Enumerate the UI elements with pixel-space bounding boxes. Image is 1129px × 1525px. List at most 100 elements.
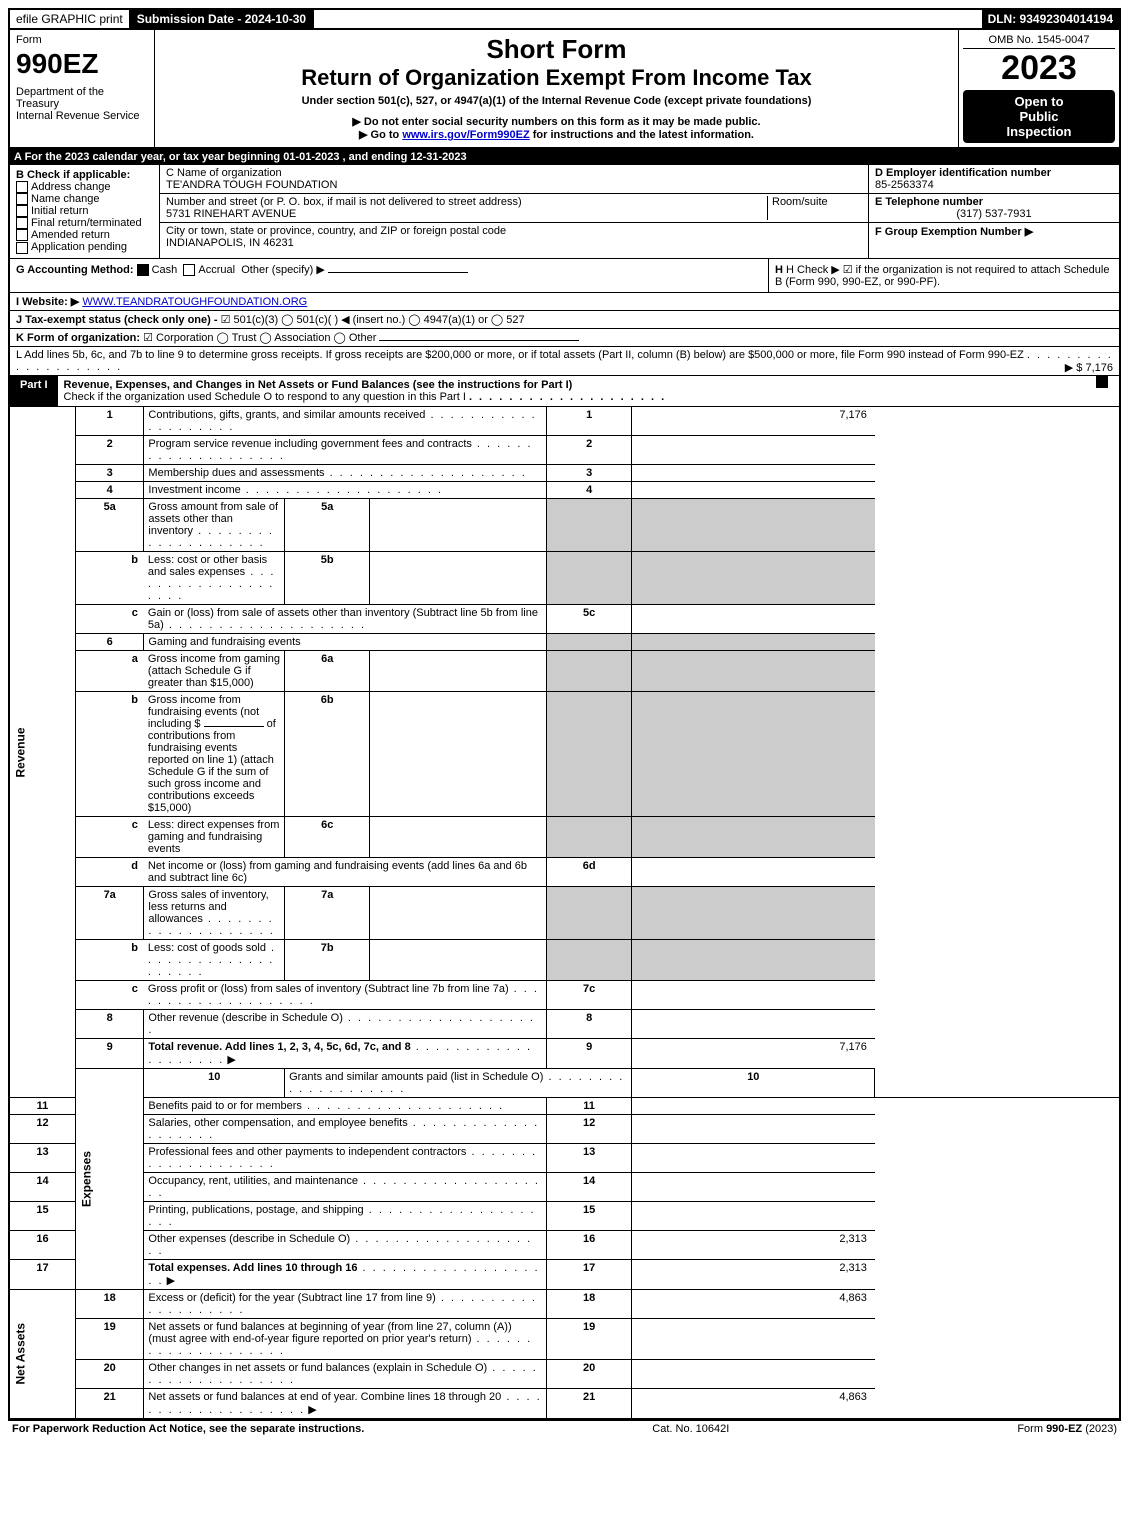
section-b: B Check if applicable: Address change Na…	[10, 165, 160, 258]
line-9-no: 9	[75, 1038, 143, 1068]
line-16-text: Other expenses (describe in Schedule O)	[148, 1233, 350, 1245]
section-k: K Form of organization: ☑ Corporation ◯ …	[8, 329, 1121, 347]
org-address: 5731 RINEHART AVENUE	[166, 208, 296, 220]
line-5b-val-shaded	[632, 551, 875, 604]
line-5b-inref: 5b	[285, 551, 370, 604]
line-9-val: 7,176	[632, 1038, 875, 1068]
line-10-no: 10	[144, 1068, 285, 1097]
open-public-inspection: Open to Public Inspection	[963, 90, 1115, 143]
line-6a-no: a	[75, 650, 143, 691]
goto-line: ▶ Go to www.irs.gov/Form990EZ for instru…	[159, 128, 954, 141]
form-title: Short Form	[159, 34, 954, 65]
line-7a-ref-shaded	[546, 886, 631, 939]
city-label: City or town, state or province, country…	[166, 225, 506, 237]
part-i-subtitle: Check if the organization used Schedule …	[64, 391, 466, 403]
inspect-l3: Inspection	[965, 124, 1113, 139]
line-5c-ref: 5c	[546, 604, 631, 633]
part-i-table: Revenue 1 Contributions, gifts, grants, …	[8, 407, 1121, 1420]
line-6c-no: c	[75, 816, 143, 857]
line-6c-inref: 6c	[285, 816, 370, 857]
org-other-input[interactable]	[379, 340, 579, 341]
line-6-no: 6	[75, 633, 143, 650]
line-6c-inval	[370, 816, 547, 857]
cb-name-change[interactable]: Name change	[16, 193, 153, 205]
website-label: I Website: ▶	[16, 296, 79, 308]
form-header: Form 990EZ Department of the Treasury In…	[8, 30, 1121, 147]
phone-label: E Telephone number	[875, 196, 983, 208]
line-13-no: 13	[9, 1143, 75, 1172]
line-a-tax-year: A For the 2023 calendar year, or tax yea…	[8, 147, 1121, 165]
line-7b-val-shaded	[632, 939, 875, 980]
line-6-val-shaded	[632, 633, 875, 650]
form-subtitle: Return of Organization Exempt From Incom…	[159, 65, 954, 91]
line-7b-ref-shaded	[546, 939, 631, 980]
irs-link[interactable]: www.irs.gov/Form990EZ	[402, 129, 529, 141]
line-8-no: 8	[75, 1009, 143, 1038]
goto-prefix: ▶ Go to	[359, 129, 402, 141]
line-13-ref: 13	[546, 1143, 631, 1172]
line-14-text: Occupancy, rent, utilities, and maintena…	[148, 1175, 358, 1187]
section-h: H H Check ▶ ☑ if the organization is not…	[769, 259, 1119, 292]
line-4-val	[632, 481, 875, 498]
org-name-label: C Name of organization	[166, 167, 282, 179]
other-specify-input[interactable]	[328, 272, 468, 273]
line-7c-no: c	[75, 980, 143, 1009]
line-3-text: Membership dues and assessments	[148, 467, 324, 479]
line-18-val: 4,863	[632, 1289, 875, 1318]
line-7a-no: 7a	[75, 886, 143, 939]
section-l: L Add lines 5b, 6c, and 7b to line 9 to …	[8, 347, 1121, 376]
schedule-b-note: H Check ▶ ☑ if the organization is not r…	[775, 264, 1109, 288]
line-4-no: 4	[75, 481, 143, 498]
section-b-label: B Check if applicable:	[16, 169, 130, 181]
header-right: OMB No. 1545-0047 2023 Open to Public In…	[959, 30, 1119, 147]
cb-final-return[interactable]: Final return/terminated	[16, 217, 153, 229]
cb-application-pending[interactable]: Application pending	[16, 241, 153, 253]
line-7c-ref: 7c	[546, 980, 631, 1009]
line-8-val	[632, 1009, 875, 1038]
line-3-val	[632, 464, 875, 481]
section-j: J Tax-exempt status (check only one) - ☑…	[8, 311, 1121, 329]
website-link[interactable]: WWW.TEANDRATOUGHFOUNDATION.ORG	[82, 296, 307, 308]
cb-address-change[interactable]: Address change	[16, 181, 153, 193]
efile-print-link[interactable]: efile GRAPHIC print	[10, 10, 131, 28]
line-7a-val-shaded	[632, 886, 875, 939]
form-of-org-label: K Form of organization:	[16, 332, 140, 344]
line-2-ref: 2	[546, 435, 631, 464]
line-21-val: 4,863	[632, 1388, 875, 1419]
line-7b-text: Less: cost of goods sold	[148, 942, 266, 954]
line-21-ref: 21	[546, 1388, 631, 1419]
line-10-val	[875, 1068, 1120, 1097]
cb-cash[interactable]	[137, 264, 149, 276]
line-6b-text: Gross income from fundraising events (no…	[144, 691, 285, 816]
line-11-val	[632, 1097, 875, 1114]
line-5a-no: 5a	[75, 498, 143, 551]
part-i-tag: Part I	[10, 376, 58, 406]
line-7b-no: b	[75, 939, 143, 980]
cb-amended-return[interactable]: Amended return	[16, 229, 153, 241]
ssn-warning: ▶ Do not enter social security numbers o…	[159, 115, 954, 128]
line-19-val	[632, 1318, 875, 1359]
section-c: C Name of organization TE'ANDRA TOUGH FO…	[160, 165, 869, 258]
page-footer: For Paperwork Reduction Act Notice, see …	[8, 1420, 1121, 1437]
line-3-no: 3	[75, 464, 143, 481]
schedule-o-checkbox[interactable]	[1096, 376, 1119, 406]
line-17-ref: 17	[546, 1259, 631, 1289]
line-19-no: 19	[75, 1318, 143, 1359]
line-6b-amount-input[interactable]	[204, 726, 264, 727]
line-3-ref: 3	[546, 464, 631, 481]
line-21-text: Net assets or fund balances at end of ye…	[148, 1391, 501, 1403]
accounting-method-label: G Accounting Method:	[16, 264, 134, 276]
dln: DLN: 93492304014194	[982, 10, 1119, 28]
cb-initial-return[interactable]: Initial return	[16, 205, 153, 217]
line-10-ref: 10	[632, 1068, 875, 1097]
line-6-text: Gaming and fundraising events	[144, 633, 547, 650]
line-20-val	[632, 1359, 875, 1388]
line-2-val	[632, 435, 875, 464]
line-4-text: Investment income	[148, 484, 240, 496]
cb-accrual[interactable]	[183, 264, 195, 276]
line-4-ref: 4	[546, 481, 631, 498]
line-5b-ref-shaded	[546, 551, 631, 604]
section-i: I Website: ▶ WWW.TEANDRATOUGHFOUNDATION.…	[8, 293, 1121, 311]
line-11-no: 11	[9, 1097, 75, 1114]
form-of-org-options: ☑ Corporation ◯ Trust ◯ Association ◯ Ot…	[143, 332, 376, 344]
